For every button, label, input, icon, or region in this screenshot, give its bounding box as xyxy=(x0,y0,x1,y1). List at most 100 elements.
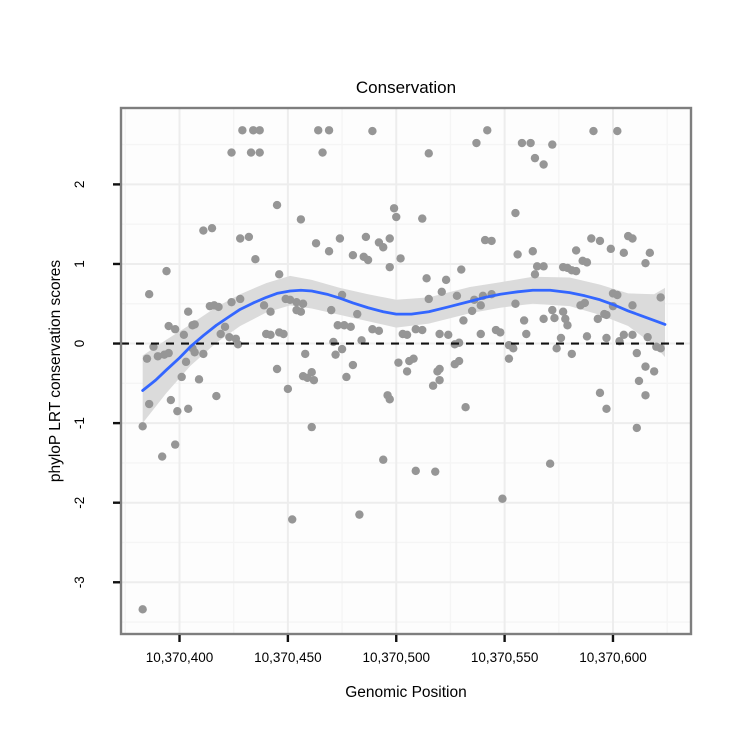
x-axis-label: Genomic Position xyxy=(345,684,466,701)
data-point xyxy=(582,258,592,267)
data-point xyxy=(396,254,405,263)
data-point xyxy=(142,354,152,363)
data-point xyxy=(236,234,245,243)
data-point xyxy=(480,235,490,245)
data-point xyxy=(634,376,644,386)
data-point xyxy=(483,126,492,135)
y-tick-label: 1 xyxy=(72,260,87,268)
data-point xyxy=(539,314,548,324)
data-point xyxy=(452,291,462,301)
data-point xyxy=(613,290,622,300)
data-point xyxy=(170,325,180,334)
data-point xyxy=(548,305,557,315)
data-point xyxy=(199,349,208,359)
data-point xyxy=(164,348,173,358)
data-point xyxy=(595,388,605,398)
data-point xyxy=(389,204,399,213)
data-point xyxy=(394,358,403,367)
data-point xyxy=(613,126,622,136)
data-point xyxy=(424,149,433,158)
data-point xyxy=(259,301,269,310)
data-point xyxy=(587,234,596,243)
data-point xyxy=(190,348,199,357)
data-point xyxy=(431,467,440,476)
panel-border xyxy=(119,106,693,636)
data-point xyxy=(236,294,245,304)
data-point xyxy=(517,138,527,148)
data-point xyxy=(307,422,316,432)
data-point xyxy=(656,293,665,302)
data-point xyxy=(327,305,336,315)
x-tick-label: 10,370,500 xyxy=(362,650,430,665)
data-point xyxy=(606,244,616,254)
data-point xyxy=(227,148,236,157)
data-point xyxy=(194,375,204,384)
data-point xyxy=(318,148,327,157)
plot-area: 10,370,400 10,370,450 10,370,500 10,370,550… xyxy=(72,106,693,665)
data-point xyxy=(374,326,384,336)
data-point xyxy=(251,254,260,264)
data-point xyxy=(556,333,566,343)
data-point xyxy=(331,350,340,359)
data-point xyxy=(346,322,355,332)
data-point xyxy=(301,349,310,359)
data-point xyxy=(428,381,438,390)
data-point xyxy=(368,126,377,136)
data-point xyxy=(552,344,561,353)
data-point xyxy=(392,212,401,222)
data-point xyxy=(385,395,394,404)
data-point xyxy=(558,307,568,316)
data-point xyxy=(314,126,323,135)
data-point xyxy=(238,126,247,135)
data-point xyxy=(602,310,611,320)
data-point xyxy=(348,251,358,260)
data-point xyxy=(216,329,225,339)
data-point xyxy=(363,255,373,265)
data-point xyxy=(619,330,629,339)
data-point xyxy=(138,422,147,431)
data-point xyxy=(645,248,655,258)
data-point xyxy=(138,605,147,614)
y-tick-label: -2 xyxy=(72,497,87,509)
x-tick-label: 10,370,450 xyxy=(254,650,322,665)
data-point xyxy=(530,153,540,163)
data-point xyxy=(476,301,485,310)
data-point xyxy=(418,214,427,223)
data-point xyxy=(641,362,650,371)
data-point xyxy=(255,126,264,135)
data-point xyxy=(550,313,559,323)
data-point xyxy=(424,294,433,304)
data-point xyxy=(567,349,576,359)
data-point xyxy=(548,140,557,149)
data-point xyxy=(181,357,191,367)
data-point xyxy=(409,354,418,363)
data-point xyxy=(333,321,342,330)
data-point xyxy=(255,148,264,157)
data-point xyxy=(628,234,637,243)
data-point xyxy=(459,316,468,325)
data-point xyxy=(528,247,537,256)
data-point xyxy=(411,325,420,334)
data-point xyxy=(170,440,180,449)
data-point xyxy=(595,236,605,246)
y-axis-label: phyloP LRT conservation scores xyxy=(47,260,64,483)
data-point xyxy=(580,298,590,308)
data-point xyxy=(511,208,520,218)
data-point xyxy=(472,138,481,148)
data-point xyxy=(487,236,496,246)
data-point xyxy=(532,262,542,271)
data-point xyxy=(589,126,598,136)
data-point xyxy=(285,295,295,304)
data-point xyxy=(519,316,529,325)
data-point xyxy=(288,515,297,524)
data-point xyxy=(292,297,301,307)
data-point xyxy=(272,200,282,210)
data-point xyxy=(227,297,236,307)
data-point xyxy=(311,239,321,248)
data-point xyxy=(144,399,154,409)
data-point xyxy=(602,404,611,413)
data-point xyxy=(418,325,427,335)
data-point xyxy=(571,266,581,276)
